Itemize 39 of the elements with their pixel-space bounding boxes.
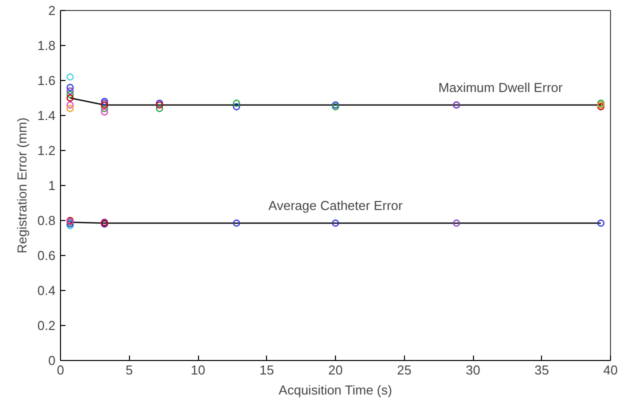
x-tick-label: 20 xyxy=(328,362,343,378)
x-tick-label: 35 xyxy=(534,362,549,378)
y-tick-label: 0.6 xyxy=(37,248,56,263)
y-tick-label: 0 xyxy=(48,353,56,368)
point xyxy=(66,104,74,112)
x-tick-label: 10 xyxy=(190,362,206,378)
annotation: Maximum Dwell Error xyxy=(438,80,564,95)
y-tick-label: 1.4 xyxy=(37,108,56,123)
point xyxy=(232,103,240,110)
point xyxy=(66,84,74,92)
point xyxy=(66,90,74,98)
x-tick-label: 40 xyxy=(603,362,618,378)
point xyxy=(100,104,108,112)
point xyxy=(232,220,240,227)
y-tick-label: 2 xyxy=(48,3,56,18)
point xyxy=(597,220,604,227)
point xyxy=(100,108,108,116)
point xyxy=(232,100,240,107)
point xyxy=(332,220,340,227)
y-tick-label: 1.2 xyxy=(37,143,56,158)
y-tick-label: 0.2 xyxy=(37,318,56,333)
y-tick-label: 0.8 xyxy=(37,213,56,228)
point xyxy=(452,220,460,227)
x-axis-title: Acquisition Time (s) xyxy=(278,382,392,398)
x-tick-label: 5 xyxy=(126,362,133,378)
point xyxy=(66,87,74,95)
point xyxy=(66,94,74,102)
point xyxy=(156,104,164,112)
y-axis-title: Registration Error (mm) xyxy=(14,118,30,254)
y-tick-label: 1.8 xyxy=(37,38,56,53)
annotation: Average Catheter Error xyxy=(268,198,404,214)
y-tick-label: 0.4 xyxy=(37,283,56,298)
x-tick-label: 25 xyxy=(397,362,412,378)
y-tick-label: 1.6 xyxy=(37,73,56,88)
x-tick-label: 30 xyxy=(466,362,480,378)
y-tick-label: 1 xyxy=(48,178,56,193)
point xyxy=(66,73,74,81)
x-tick-label: 15 xyxy=(260,362,274,378)
point xyxy=(66,101,74,109)
